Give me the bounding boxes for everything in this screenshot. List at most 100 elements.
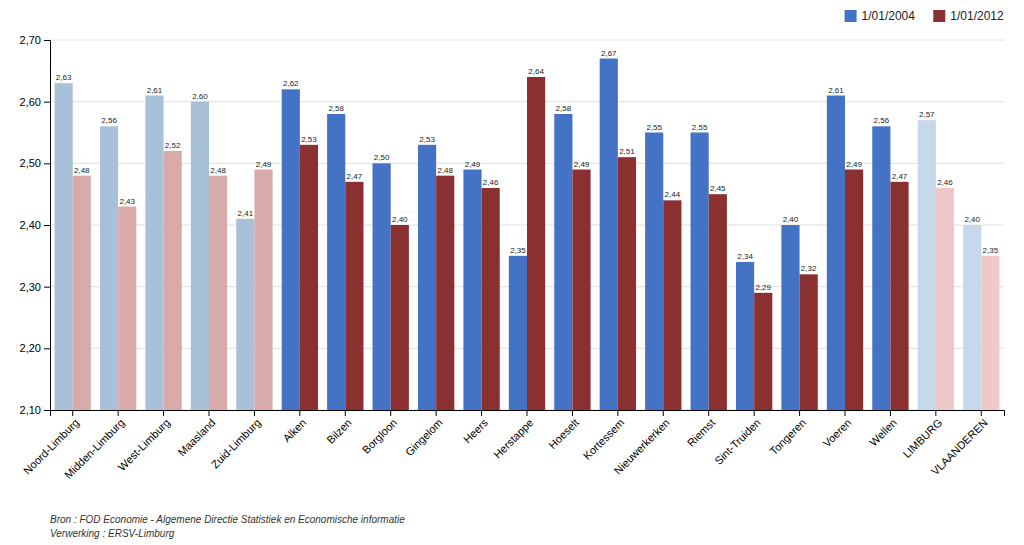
x-tick-label: Borgloon [360, 416, 400, 456]
bar [463, 170, 481, 411]
x-tick-mark [572, 410, 573, 416]
x-tick-label: Tongeren [767, 416, 808, 457]
x-tick-mark [617, 410, 618, 416]
bar [118, 207, 136, 411]
legend-swatch [845, 10, 857, 22]
legend-label: 1/01/2004 [862, 9, 916, 23]
x-tick: Voeren [820, 410, 853, 449]
data-label: 2,49 [256, 160, 272, 169]
data-label: 2,52 [165, 141, 181, 150]
x-tick-label: Alken [280, 416, 308, 444]
x-tick-label: Midden-Limburg [62, 416, 127, 481]
data-label: 2,35 [510, 246, 526, 255]
x-tick-label: LIMBURG [900, 416, 944, 460]
x-tick-mark [72, 410, 73, 416]
x-tick: Zuid-Limburg [209, 410, 263, 471]
data-label: 2,46 [483, 178, 499, 187]
bar [254, 170, 272, 411]
x-tick-mark [299, 410, 300, 416]
y-tick-mark [44, 225, 50, 226]
bar [73, 176, 91, 410]
bar [554, 114, 572, 410]
data-label: 2,55 [692, 123, 708, 132]
data-label: 2,53 [301, 135, 317, 144]
x-tick: Heers [461, 410, 491, 446]
data-label: 2,50 [374, 153, 390, 162]
x-axis: Noord-LimburgMidden-LimburgWest-LimburgM… [21, 410, 1005, 481]
bar [572, 170, 590, 411]
bar [391, 225, 409, 410]
x-tick-mark [436, 410, 437, 416]
y-tick: 2,40 [20, 219, 50, 231]
x-tick: Midden-Limburg [62, 410, 127, 481]
x-tick-label: Maasland [175, 416, 217, 458]
bar [936, 188, 954, 410]
x-tick-mark [845, 410, 846, 416]
y-tick-label: 2,10 [20, 404, 41, 416]
bar [100, 126, 118, 410]
data-label: 2,61 [828, 86, 844, 95]
chart: 2,102,202,302,402,502,602,70Noord-Limbur… [0, 0, 1024, 545]
x-tick-mark [935, 410, 936, 416]
x-tick: Borgloon [360, 410, 400, 456]
data-label: 2,61 [147, 86, 163, 95]
bar [373, 163, 391, 410]
data-label: 2,48 [437, 166, 453, 175]
footnote: Bron : FOD Economie - Algemene Directie … [50, 514, 405, 525]
bar [191, 102, 209, 410]
x-tick-label: Herstappe [491, 416, 535, 460]
bar [327, 114, 345, 410]
x-tick: Bilzen [324, 410, 354, 446]
bar [300, 145, 318, 410]
x-tick-mark [708, 410, 709, 416]
x-tick: VLAANDEREN [929, 410, 990, 478]
bar [527, 77, 545, 410]
bar [209, 176, 227, 410]
legend-item: 1/01/2012 [933, 9, 1004, 23]
x-tick-label: Voeren [820, 416, 853, 449]
x-tick-label: Kortessem [581, 416, 627, 462]
x-tick: Gingelom [403, 410, 445, 458]
data-label: 2,48 [210, 166, 226, 175]
bar [800, 274, 818, 410]
bar [600, 59, 618, 411]
data-label: 2,57 [919, 110, 935, 119]
data-label: 2,34 [737, 252, 753, 261]
data-label: 2,51 [619, 147, 635, 156]
data-label: 2,56 [874, 116, 890, 125]
y-tick-label: 2,40 [20, 219, 41, 231]
y-axis: 2,102,202,302,402,502,602,70 [20, 34, 51, 416]
bar [827, 96, 845, 411]
y-tick: 2,20 [20, 342, 50, 354]
y-tick-label: 2,50 [20, 157, 41, 169]
y-tick-mark [44, 410, 50, 411]
bar [872, 126, 890, 410]
x-tick-mark [118, 410, 119, 416]
data-label: 2,29 [755, 283, 771, 292]
y-tick-label: 2,30 [20, 281, 41, 293]
bar [963, 225, 981, 410]
data-label: 2,49 [465, 160, 481, 169]
bar [645, 133, 663, 411]
bar [890, 182, 908, 410]
x-tick-label: VLAANDEREN [929, 416, 990, 477]
x-tick-mark [254, 410, 255, 416]
data-label: 2,49 [846, 160, 862, 169]
data-label: 2,58 [556, 104, 572, 113]
data-label: 2,35 [983, 246, 999, 255]
legend-item: 1/01/2004 [845, 9, 916, 23]
data-label: 2,60 [192, 92, 208, 101]
y-tick-mark [44, 40, 50, 41]
x-tick-label: Hoeselt [546, 416, 581, 451]
footnotes: Bron : FOD Economie - Algemene Directie … [50, 514, 405, 539]
x-tick-mark [981, 410, 982, 416]
x-tick-mark [390, 410, 391, 416]
bar [845, 170, 863, 411]
x-tick: Wellen [867, 410, 899, 448]
data-label: 2,40 [783, 215, 799, 224]
y-tick: 2,10 [20, 404, 50, 416]
y-tick-mark [44, 287, 50, 288]
bar [509, 256, 527, 410]
x-tick: LIMBURG [900, 410, 944, 460]
data-labels: 2,632,562,612,602,412,622,582,502,532,49… [56, 49, 999, 292]
